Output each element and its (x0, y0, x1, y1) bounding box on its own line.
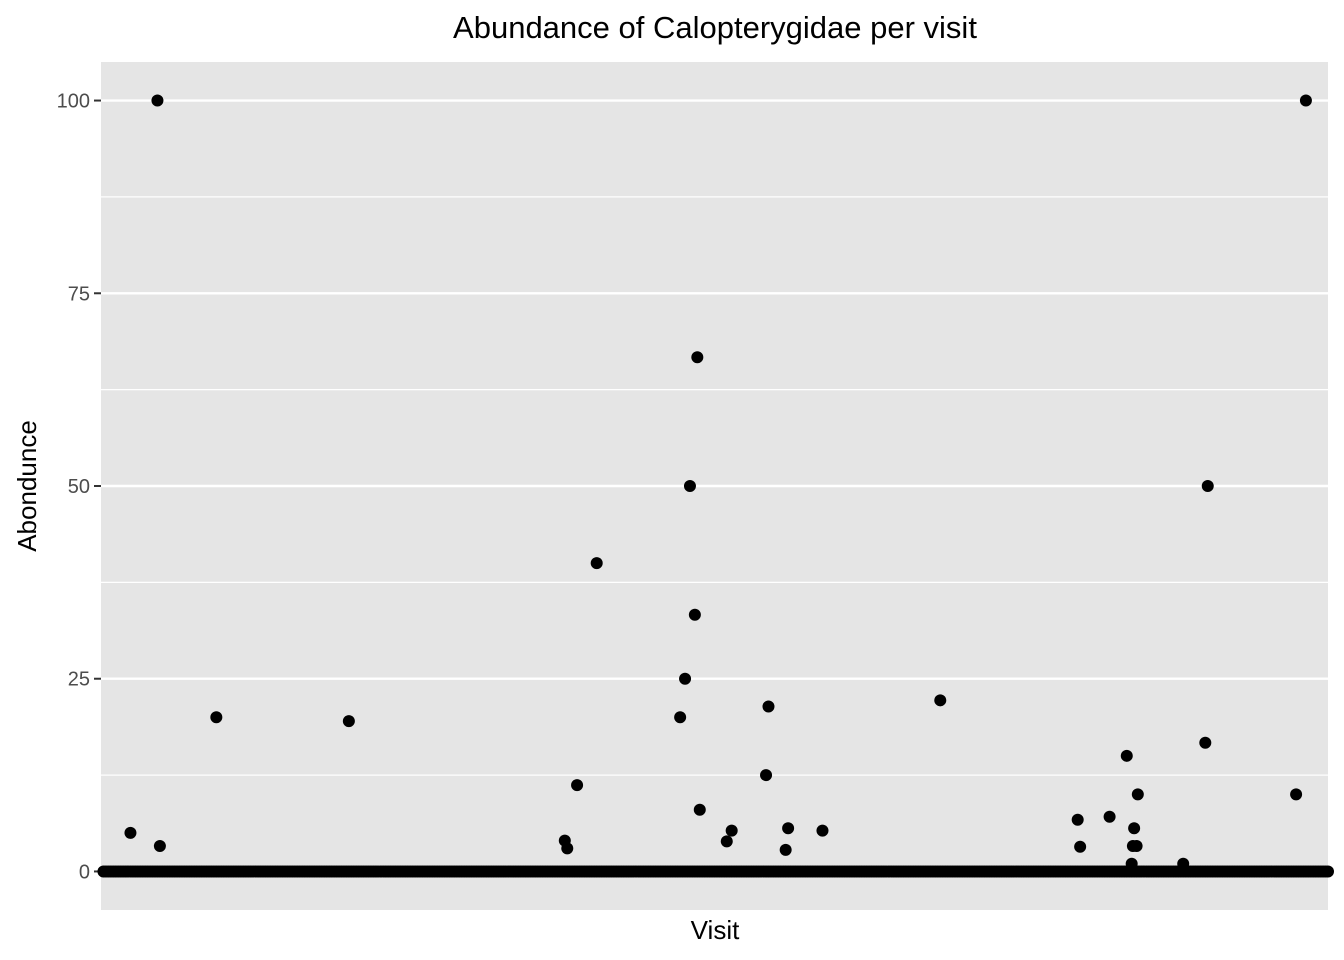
data-point (725, 824, 738, 837)
chart-title: Abundance of Calopterygidae per visit (453, 10, 977, 45)
grid-major (101, 99, 1328, 873)
data-point (1131, 788, 1144, 801)
data-point (1177, 857, 1190, 870)
data-point (1299, 94, 1312, 107)
data-point (1290, 788, 1303, 801)
y-tick-label: 100 (57, 91, 90, 113)
data-point (1103, 810, 1116, 823)
y-axis-title: Abondunce (12, 420, 42, 552)
data-point (1128, 822, 1141, 835)
y-tick-label: 50 (68, 476, 90, 498)
data-point (342, 715, 355, 728)
data-point (561, 842, 574, 855)
data-point (1322, 865, 1334, 878)
y-tick-label: 75 (68, 283, 90, 305)
data-point (1130, 840, 1143, 853)
data-point (1071, 813, 1084, 826)
x-axis-title: Visit (691, 915, 740, 945)
data-point (1199, 736, 1212, 749)
data-point (210, 711, 223, 724)
data-point (688, 608, 701, 621)
data-point (1201, 480, 1214, 492)
data-point (762, 700, 775, 713)
data-point (1120, 749, 1133, 762)
data-point (153, 840, 166, 853)
data-point (816, 824, 829, 837)
data-point (693, 803, 706, 816)
data-point (760, 769, 773, 782)
data-point (590, 557, 603, 570)
data-point (1074, 840, 1087, 853)
data-point (1125, 857, 1138, 870)
data-point (720, 835, 733, 848)
data-point (124, 826, 137, 839)
data-point (782, 822, 795, 835)
y-tick-label: 25 (68, 669, 90, 691)
data-point (674, 711, 687, 724)
data-point (571, 779, 584, 792)
y-tick-label: 0 (79, 861, 90, 883)
data-point (934, 694, 947, 707)
data-points (97, 94, 1334, 878)
data-point (679, 672, 692, 685)
y-axis-ticks: 0 25 50 75 100 (57, 91, 101, 883)
data-point (151, 94, 164, 107)
grid-minor (101, 196, 1328, 776)
data-point (779, 843, 792, 856)
data-point (683, 480, 696, 492)
data-point (691, 351, 704, 364)
